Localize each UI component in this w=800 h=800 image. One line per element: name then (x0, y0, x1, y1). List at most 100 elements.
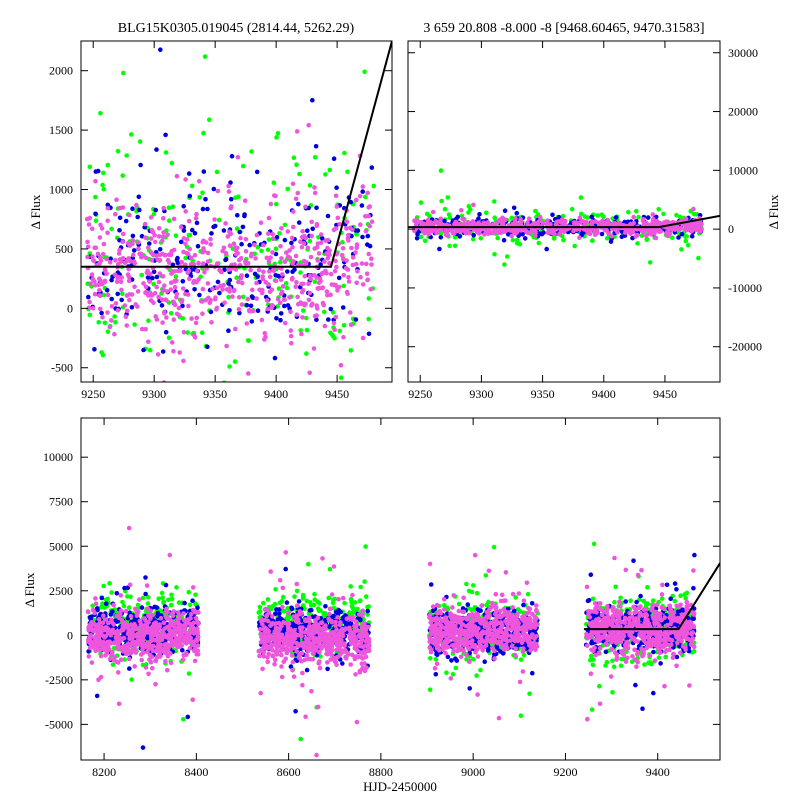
data-point (214, 169, 220, 175)
data-point (146, 620, 151, 625)
data-point (188, 255, 194, 261)
data-point (164, 641, 169, 647)
data-point (128, 614, 134, 619)
data-point (219, 404, 224, 409)
data-point (176, 600, 182, 605)
data-point (101, 241, 107, 247)
data-point (485, 220, 491, 225)
data-point (605, 217, 610, 223)
data-point (131, 259, 137, 265)
data-point (221, 282, 226, 288)
model-curve (81, 41, 392, 268)
data-point (325, 213, 331, 219)
data-point (353, 317, 359, 322)
data-point (215, 279, 221, 285)
data-point (153, 207, 158, 213)
data-point (149, 257, 155, 263)
data-point (184, 250, 189, 256)
data-point (150, 613, 155, 618)
data-point (186, 589, 192, 595)
data-point (224, 343, 229, 349)
x-tick-label: 9300 (469, 387, 493, 401)
data-point (139, 625, 145, 631)
data-point (112, 331, 117, 337)
data-point (446, 212, 452, 217)
data-point (243, 261, 249, 266)
data-point (201, 238, 206, 244)
data-point (464, 581, 469, 587)
data-point (336, 596, 341, 602)
data-point (300, 596, 306, 601)
data-point (321, 302, 327, 308)
data-point (256, 267, 262, 273)
data-point (238, 276, 244, 281)
data-point (247, 242, 252, 248)
data-point (333, 226, 339, 231)
data-point (341, 257, 346, 262)
data-point (311, 346, 317, 351)
data-point (645, 215, 651, 220)
data-point (550, 212, 555, 218)
data-point (315, 258, 321, 263)
data-point (362, 69, 367, 75)
data-point (240, 224, 246, 230)
data-point (587, 228, 592, 234)
data-point (187, 193, 193, 199)
data-point (227, 243, 233, 248)
data-point (183, 634, 189, 639)
data-point (203, 297, 209, 303)
data-point (107, 581, 112, 586)
data-point (689, 228, 695, 234)
data-point (277, 642, 282, 648)
data-point (181, 329, 187, 335)
data-point (100, 251, 106, 257)
data-point (200, 469, 205, 474)
data-point (334, 627, 339, 633)
data-point (266, 215, 272, 221)
data-point (292, 594, 297, 599)
data-point (178, 225, 184, 230)
data-point (294, 588, 300, 594)
data-point (258, 220, 264, 225)
data-point (266, 231, 271, 236)
data-point (554, 219, 559, 225)
data-point (101, 583, 106, 589)
data-point (134, 202, 139, 208)
data-point (515, 222, 520, 227)
data-point (617, 220, 623, 226)
data-point (171, 623, 176, 628)
data-point (187, 276, 192, 282)
data-point (223, 221, 228, 226)
data-point (175, 255, 180, 261)
data-point (242, 213, 247, 219)
data-point (208, 297, 213, 303)
data-point (220, 287, 225, 292)
data-point (218, 269, 224, 274)
data-point (290, 659, 296, 665)
data-point (636, 214, 641, 220)
data-point (105, 230, 110, 236)
data-point (111, 646, 117, 651)
data-point (562, 219, 567, 225)
data-point (322, 259, 327, 264)
data-point (170, 628, 176, 634)
data-point (192, 335, 198, 340)
data-point (143, 235, 148, 240)
data-point (270, 621, 276, 626)
data-point (312, 155, 318, 160)
data-point (338, 363, 344, 368)
data-point (116, 701, 122, 707)
data-point (127, 656, 132, 662)
data-point (249, 294, 255, 299)
data-point (368, 287, 374, 292)
data-point (120, 255, 126, 261)
data-point (537, 214, 543, 220)
data-point (86, 294, 91, 300)
data-point (181, 717, 186, 722)
data-point (454, 658, 460, 663)
data-point (270, 250, 275, 255)
data-point (332, 596, 338, 602)
data-point (354, 719, 360, 725)
data-point (442, 206, 448, 212)
data-point (318, 232, 324, 237)
